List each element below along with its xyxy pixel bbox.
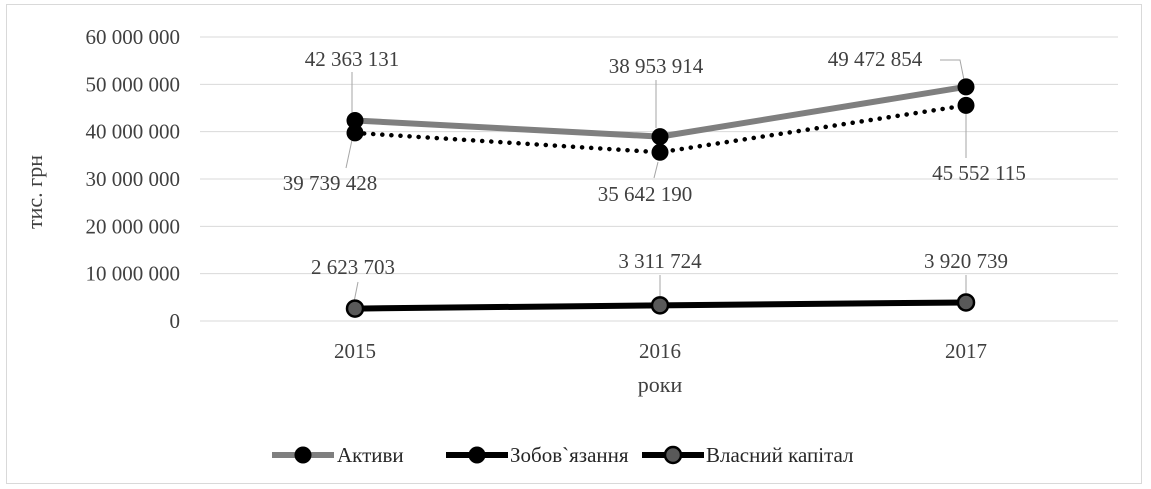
x-tick-label: 2015: [334, 339, 376, 363]
data-label: 3 311 724: [618, 249, 702, 273]
x-axis-title: роки: [638, 372, 683, 397]
data-label: 2 623 703: [311, 255, 395, 279]
data-point: [345, 299, 365, 318]
data-label: 49 472 854: [828, 47, 923, 71]
legend-label: Активи: [337, 443, 404, 467]
y-tick-label: 30 000 000: [86, 167, 181, 191]
legend-label: Зобов`язання: [510, 443, 629, 467]
legend-item: Зобов`язання: [446, 443, 629, 467]
legend-marker-swatch: [294, 446, 312, 464]
data-label: 42 363 131: [305, 47, 400, 71]
data-point: [650, 296, 670, 315]
data-point: [957, 96, 975, 114]
legend-label: Власний капітал: [706, 443, 854, 467]
legend: Активи Зобов`язання Власний капітал: [272, 443, 854, 467]
y-axis-title: тис. грн: [22, 155, 47, 229]
legend-item: Активи: [272, 443, 404, 467]
data-label: 38 953 914: [609, 54, 704, 78]
y-tick-label: 40 000 000: [86, 120, 181, 144]
x-tick-labels: 2015 2016 2017: [334, 339, 987, 363]
series-line: [352, 103, 969, 155]
data-point: [346, 124, 364, 142]
data-label: 39 739 428: [283, 171, 378, 195]
data-point: [651, 128, 669, 146]
y-tick-label: 20 000 000: [86, 214, 181, 238]
data-point: [956, 293, 976, 312]
leader-line: [345, 139, 353, 169]
data-labels: 42 363 131 38 953 914 49 472 854 39 739 428…: [283, 47, 1026, 279]
y-tick-label: 50 000 000: [86, 72, 181, 96]
y-tick-label: 60 000 000: [86, 25, 181, 49]
x-tick-label: 2016: [639, 339, 681, 363]
legend-marker-swatch: [468, 446, 486, 464]
legend-item: Власний капітал: [642, 443, 854, 467]
leader-line: [940, 59, 965, 81]
data-label: 3 920 739: [924, 249, 1008, 273]
data-label: 45 552 115: [932, 161, 1026, 185]
legend-marker-swatch: [663, 445, 683, 465]
data-point: [957, 78, 975, 96]
data-point: [651, 143, 669, 161]
data-label: 35 642 190: [598, 182, 693, 206]
series-markers: [345, 78, 976, 318]
y-tick-label: 0: [170, 309, 181, 333]
y-tick-labels: 0 10 000 000 20 000 000 30 000 000 40 000 00…: [86, 25, 181, 333]
leader-line: [653, 161, 659, 179]
y-tick-label: 10 000 000: [86, 262, 181, 286]
leader-line: [353, 281, 359, 303]
x-tick-label: 2017: [945, 339, 987, 363]
